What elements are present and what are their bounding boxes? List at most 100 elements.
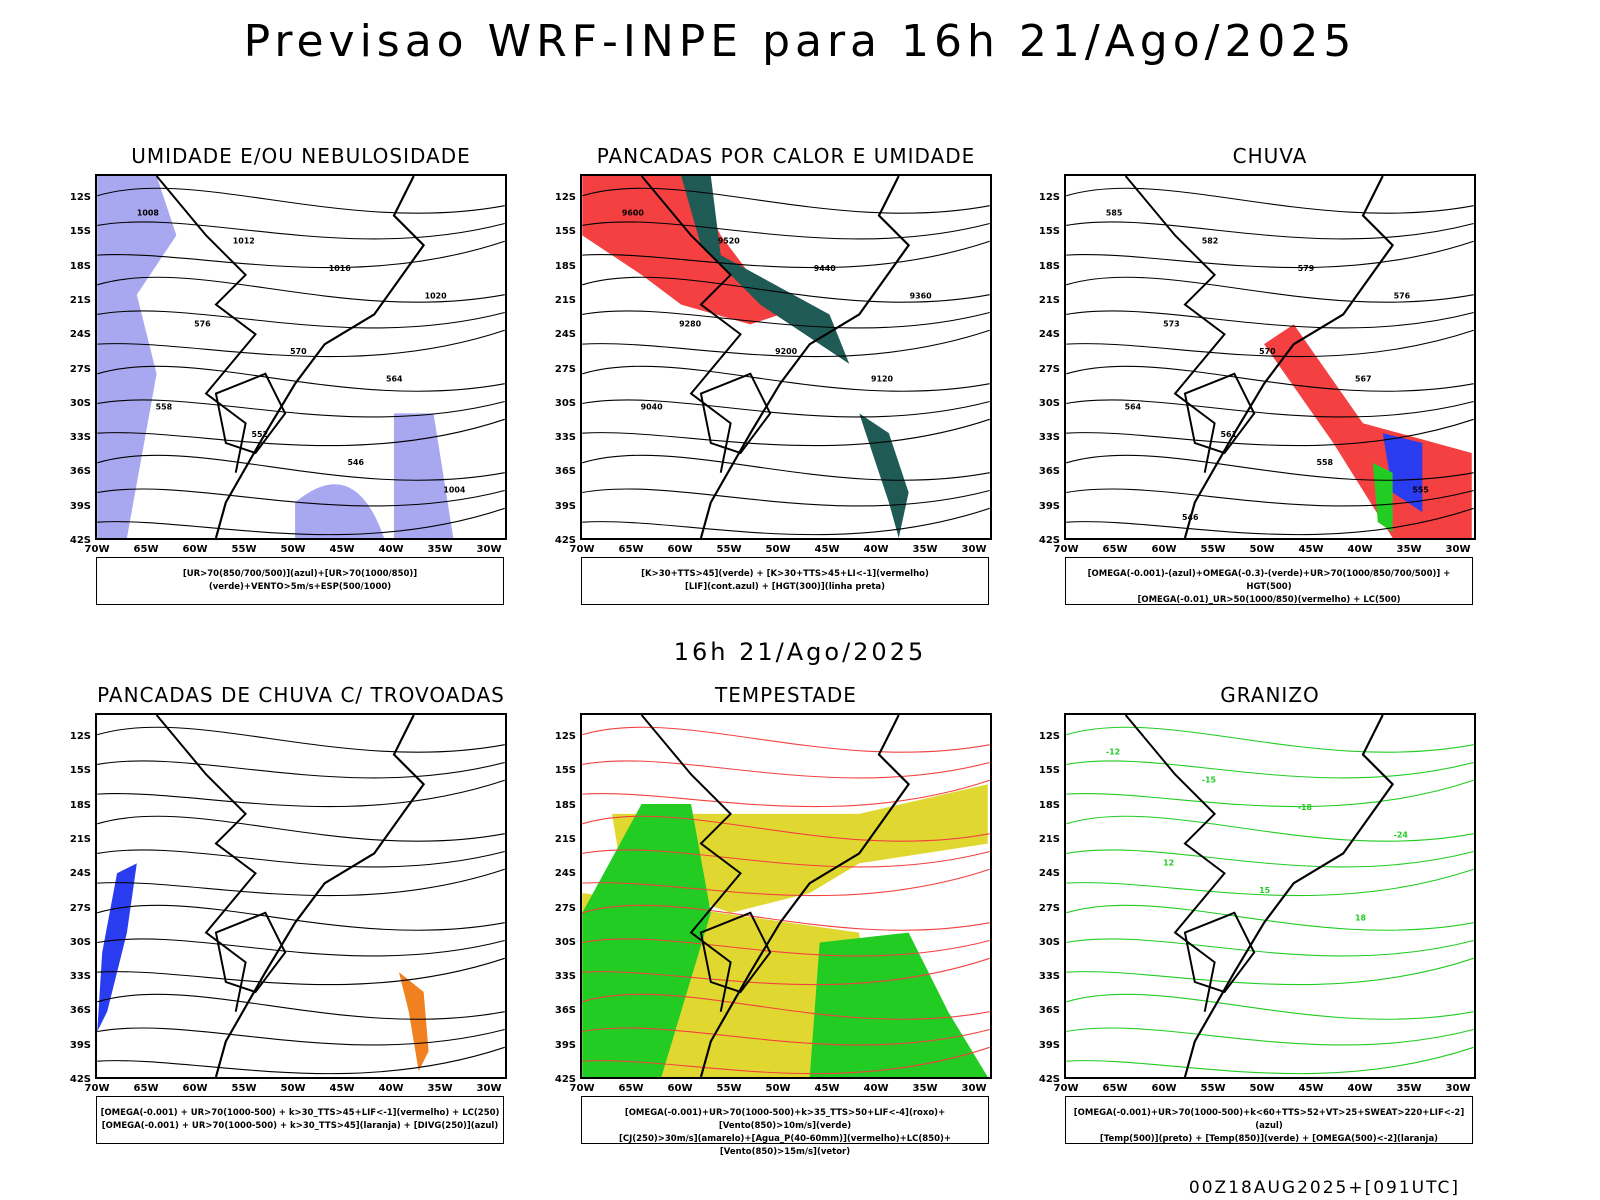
lat-tick: 33S — [69, 971, 91, 983]
lon-tick: 45W — [329, 1083, 355, 1094]
contour-label: 570 — [290, 347, 307, 356]
lat-tick: 27S — [69, 902, 91, 914]
contour-line — [1066, 726, 1474, 753]
map-trovoadas: 12S 15S 18S 21S 24S 27S 30S 33S 36S 39S 42S 70W 65W 6… — [70, 713, 507, 1094]
map-field: -12 -15 -18 -24 12 15 18 — [1066, 715, 1474, 1077]
lon-tick: 70W — [1053, 544, 1079, 555]
coastline — [1183, 715, 1395, 1077]
panel-title-chuva: CHUVA — [1232, 144, 1308, 168]
legend-line: [Temp(500)](preto) + [Temp(850)](verde) … — [1099, 1134, 1439, 1144]
lat-tick: 42S — [69, 535, 91, 546]
lat-tick: 39S — [554, 1039, 576, 1051]
lon-tick: 60W — [667, 544, 693, 555]
contour-line — [97, 454, 505, 481]
lat-tick: 42S — [69, 1074, 91, 1085]
map-field: 9600 9520 9440 9360 9280 9200 9120 9040 — [582, 176, 990, 538]
contour-label: 15 — [1259, 886, 1270, 895]
lat-tick: 30S — [554, 936, 576, 948]
contour-line — [582, 815, 990, 842]
shaded-area — [97, 863, 137, 1032]
contour-line — [582, 221, 990, 240]
shaded-area — [295, 484, 385, 538]
legend-line: [OMEGA(-0.001) + UR>70(1000-500) + k>30_… — [101, 1121, 499, 1131]
lat-tick: 36S — [554, 466, 576, 478]
contour-line — [97, 726, 505, 753]
lon-tick: 40W — [1347, 544, 1373, 555]
contour-label: 9280 — [679, 319, 702, 328]
legend-line: [OMEGA(-0.001) + UR>70(1000-500) + k>30_… — [100, 1108, 500, 1118]
lat-tick: 24S — [69, 329, 91, 341]
lat-tick: 21S — [554, 833, 576, 845]
lat-tick: 18S — [69, 799, 91, 811]
lat-tick: 12S — [69, 731, 91, 742]
lat-tick: 18S — [554, 799, 576, 811]
lon-tick: 50W — [1249, 544, 1275, 555]
contour-label: -24 — [1394, 831, 1409, 840]
lat-tick: 18S — [1038, 260, 1060, 272]
contour-line — [1066, 957, 1474, 986]
lat-tick: 42S — [554, 535, 576, 546]
shaded-area — [398, 972, 429, 1072]
contour-line — [582, 904, 990, 931]
contour-line — [97, 329, 505, 358]
contour-line — [1066, 904, 1474, 931]
contour-label: 561 — [1221, 430, 1238, 439]
lon-tick: 60W — [182, 1083, 208, 1094]
lat-tick: 30S — [69, 397, 91, 409]
contour-line — [1066, 760, 1474, 779]
contour-line — [97, 760, 505, 779]
lat-tick: 39S — [69, 500, 91, 512]
contour-line — [582, 957, 990, 986]
contour-line — [582, 187, 990, 214]
lat-tick: 12S — [69, 192, 91, 203]
contour-line — [582, 779, 990, 808]
contour-line — [1066, 329, 1474, 358]
contour-label: 564 — [386, 375, 403, 384]
lon-tick: 70W — [84, 544, 110, 555]
lon-tick: 40W — [863, 544, 889, 555]
contour-line — [1066, 849, 1474, 868]
state-border — [699, 911, 772, 994]
contour-label: 579 — [1298, 264, 1315, 273]
lat-tick: 27S — [1038, 902, 1060, 914]
contour-line — [582, 849, 990, 868]
lat-tick: 12S — [1038, 731, 1060, 742]
legend-line: [OMEGA(-0.001)-(azul)+OMEGA(-0.3)-(verde… — [1087, 569, 1451, 592]
contour-line — [97, 488, 505, 507]
lat-tick: 24S — [554, 868, 576, 880]
lon-tick: 45W — [814, 544, 840, 555]
map-tempestade: 12S 15S 18S 21S 24S 27S 30S 33S 36S 39S 42S 70W 65W 6… — [555, 713, 992, 1094]
lat-tick: 15S — [554, 226, 576, 238]
lat-tick: 42S — [554, 1074, 576, 1085]
lon-tick: 35W — [1396, 1083, 1422, 1094]
lon-tick: 30W — [1445, 544, 1471, 555]
lon-tick: 55W — [231, 544, 257, 555]
panel-title-pancadas-calor: PANCADAS POR CALOR E UMIDADE — [596, 144, 976, 168]
main-title: Previsao WRF-INPE para 16h 21/Ago/2025 — [243, 16, 1357, 67]
mid-title: 16h 21/Ago/2025 — [673, 638, 927, 666]
contour-label: 9600 — [622, 209, 645, 218]
shaded-area — [582, 804, 711, 1077]
coastline — [699, 176, 911, 538]
shaded-area — [1382, 433, 1423, 513]
contour-line — [97, 310, 505, 329]
shaded-area — [1372, 462, 1393, 533]
lat-tick: 33S — [1038, 432, 1060, 444]
contour-line — [97, 507, 505, 536]
lon-tick: 70W — [569, 1083, 595, 1094]
contour-line — [97, 418, 505, 447]
contour-line — [97, 240, 505, 269]
contour-line — [1066, 1046, 1474, 1075]
lon-tick: 30W — [1445, 1083, 1471, 1094]
contour-line — [582, 726, 990, 753]
panel-title-trovoadas: PANCADAS DE CHUVA C/ TROVOADAS — [97, 683, 505, 707]
contour-label: -15 — [1202, 775, 1216, 784]
country-border — [1124, 715, 1226, 1012]
lat-tick: 15S — [1038, 765, 1060, 777]
lat-tick: 42S — [1038, 1074, 1060, 1085]
contour-line — [582, 488, 990, 507]
contour-line — [97, 221, 505, 240]
lon-tick: 50W — [280, 1083, 306, 1094]
coastline — [699, 715, 911, 1077]
contour-label: 585 — [1106, 209, 1123, 218]
